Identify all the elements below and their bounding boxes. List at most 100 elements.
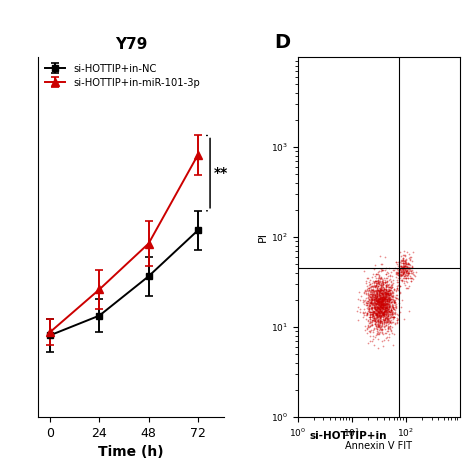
Point	[374, 319, 382, 327]
Point	[372, 293, 380, 301]
Point	[378, 296, 386, 303]
Point	[389, 283, 396, 291]
Point	[381, 326, 388, 333]
Point	[383, 306, 390, 313]
Point	[369, 332, 377, 340]
Point	[364, 311, 371, 319]
Point	[391, 320, 399, 328]
Point	[409, 275, 417, 283]
Point	[395, 270, 402, 278]
Point	[383, 304, 390, 311]
Point	[370, 309, 377, 316]
Point	[377, 298, 385, 305]
Point	[363, 310, 371, 318]
Point	[372, 278, 380, 285]
Point	[379, 293, 387, 301]
Point	[389, 313, 396, 320]
Point	[400, 257, 408, 265]
Point	[392, 302, 400, 310]
Point	[400, 266, 407, 273]
Point	[375, 304, 383, 311]
Point	[379, 296, 387, 304]
Point	[379, 290, 387, 298]
Point	[379, 319, 386, 327]
Point	[397, 263, 404, 270]
Point	[386, 292, 394, 299]
Point	[377, 298, 385, 306]
Point	[399, 276, 406, 284]
Point	[377, 310, 384, 317]
Point	[383, 329, 390, 337]
Point	[375, 307, 383, 314]
Point	[389, 310, 396, 317]
Point	[367, 299, 375, 306]
Point	[377, 282, 385, 289]
Point	[381, 316, 388, 323]
Point	[365, 291, 372, 298]
Point	[372, 283, 379, 291]
Point	[379, 313, 386, 320]
Point	[384, 289, 392, 297]
Point	[370, 296, 378, 303]
Point	[371, 307, 379, 315]
Point	[393, 319, 401, 327]
Point	[379, 295, 386, 302]
Point	[403, 267, 411, 274]
Point	[374, 313, 382, 320]
Point	[396, 262, 403, 269]
Point	[382, 310, 390, 318]
Point	[369, 301, 377, 309]
Point	[381, 307, 389, 315]
Point	[376, 297, 384, 304]
Point	[391, 306, 398, 313]
Point	[383, 291, 390, 299]
Point	[378, 293, 386, 301]
Point	[385, 293, 393, 301]
Point	[376, 306, 384, 313]
Point	[398, 265, 405, 273]
Point	[406, 255, 414, 263]
Point	[376, 298, 384, 306]
Point	[401, 266, 409, 274]
Point	[384, 306, 392, 313]
Point	[388, 302, 396, 310]
Point	[382, 315, 389, 322]
Point	[372, 309, 379, 316]
Point	[382, 308, 390, 316]
Point	[383, 301, 391, 308]
Point	[364, 316, 371, 324]
Point	[401, 259, 409, 266]
Point	[381, 302, 389, 310]
Point	[385, 307, 392, 315]
Point	[382, 287, 390, 294]
Point	[383, 277, 391, 284]
Point	[386, 296, 393, 304]
Point	[382, 285, 390, 292]
Point	[372, 313, 380, 321]
Point	[378, 289, 386, 297]
Point	[380, 306, 388, 313]
Point	[384, 291, 392, 298]
Point	[393, 316, 401, 324]
Point	[377, 260, 385, 267]
Point	[362, 308, 369, 316]
Point	[367, 298, 375, 305]
Point	[367, 308, 374, 316]
Point	[380, 284, 388, 292]
Point	[362, 280, 370, 287]
Point	[393, 294, 401, 302]
X-axis label: Annexin V FIT: Annexin V FIT	[345, 441, 412, 451]
Point	[385, 286, 393, 294]
Point	[370, 281, 378, 289]
Point	[396, 268, 404, 276]
Point	[383, 297, 391, 305]
Point	[383, 298, 391, 305]
Point	[365, 314, 373, 321]
Point	[383, 291, 390, 298]
Point	[396, 258, 404, 265]
Point	[364, 304, 371, 311]
Point	[384, 291, 392, 298]
Point	[396, 274, 404, 282]
Point	[373, 311, 380, 319]
Point	[388, 283, 396, 291]
